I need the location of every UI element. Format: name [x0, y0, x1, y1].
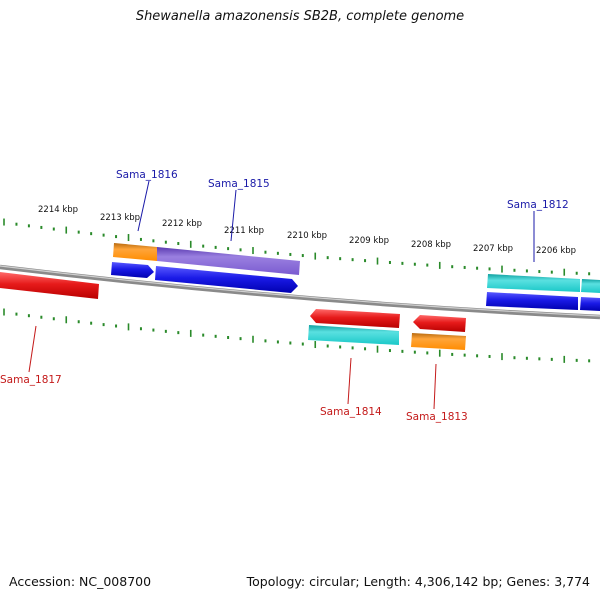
leader-sama-1813	[433, 363, 437, 410]
gene-sama-1814-red-arrow[interactable]	[310, 309, 400, 328]
gene-sama-1816-blue-arrow[interactable]	[111, 262, 154, 278]
outer-tick-ring	[3, 218, 591, 276]
gene-sama-1815-blue-arrow[interactable]	[155, 266, 298, 293]
label-sama-1813[interactable]: Sama_1813	[406, 411, 468, 423]
gene-sama-1811-cyan-box[interactable]	[581, 279, 600, 293]
scale-label-2210: 2210 kbp	[287, 231, 327, 241]
label-sama-1816[interactable]: Sama_1816	[116, 169, 178, 181]
scale-label-2208: 2208 kbp	[411, 240, 451, 250]
leader-sama-1815	[230, 189, 237, 242]
gene-labels: Sama_1816 Sama_1815 Sama_1812 Sama_1817 …	[0, 169, 569, 423]
label-sama-1814[interactable]: Sama_1814	[320, 406, 382, 418]
label-leaders	[28, 180, 535, 410]
gene-sama-1813-orange-box[interactable]	[411, 333, 466, 350]
gene-sama-1813-red-arrow[interactable]	[413, 315, 466, 332]
gene-sama-1817-red-box[interactable]	[0, 272, 99, 299]
gene-sama-1812-blue-box[interactable]	[486, 292, 578, 310]
gene-sama-1812-cyan-box[interactable]	[487, 274, 580, 292]
scale-label-2214: 2214 kbp	[38, 205, 78, 215]
scale-label-2213: 2213 kbp	[100, 213, 140, 223]
gene-sama-1811-blue-box[interactable]	[580, 297, 600, 311]
forward-features	[111, 243, 600, 311]
leader-sama-1816	[137, 180, 150, 232]
scale-label-2206: 2206 kbp	[536, 246, 576, 256]
leader-sama-1814	[347, 357, 352, 405]
reverse-features	[0, 272, 466, 350]
scale-label-2209: 2209 kbp	[349, 236, 389, 246]
scale-labels: 2214 kbp 2213 kbp 2212 kbp 2211 kbp 2210…	[38, 205, 576, 256]
label-sama-1815[interactable]: Sama_1815	[208, 178, 270, 190]
scale-label-2212: 2212 kbp	[162, 219, 202, 229]
label-sama-1812[interactable]: Sama_1812	[507, 199, 569, 211]
accession-text: Accession: NC_008700	[9, 574, 152, 589]
genome-backbone	[0, 264, 600, 320]
label-sama-1817[interactable]: Sama_1817	[0, 374, 62, 386]
scale-label-2207: 2207 kbp	[473, 244, 513, 254]
scale-label-2211: 2211 kbp	[224, 226, 264, 236]
gene-sama-1814-cyan-box[interactable]	[308, 325, 399, 345]
gene-sama-1815-purple-box[interactable]	[157, 247, 300, 275]
map-title: Shewanella amazonensis SB2B, complete ge…	[135, 9, 465, 24]
genome-summary-text: Topology: circular; Length: 4,306,142 bp…	[246, 574, 590, 589]
genome-backbone-highlight	[0, 265, 600, 317]
gene-sama-1816-orange-box[interactable]	[113, 243, 157, 261]
inner-tick-ring	[3, 308, 591, 363]
leader-sama-1817	[28, 325, 37, 373]
